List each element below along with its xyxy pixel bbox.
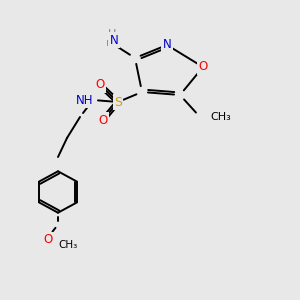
Text: O: O <box>95 79 105 92</box>
Text: H: H <box>108 29 116 39</box>
Text: N: N <box>110 34 118 46</box>
Text: O: O <box>198 61 208 74</box>
Text: S: S <box>114 95 122 109</box>
Text: N: N <box>163 38 171 52</box>
Text: O: O <box>44 233 52 246</box>
Text: NH: NH <box>76 94 93 106</box>
Text: H: H <box>106 35 114 49</box>
Text: O: O <box>98 113 108 127</box>
Text: CH₃: CH₃ <box>210 112 231 122</box>
Text: CH₃: CH₃ <box>58 240 77 250</box>
